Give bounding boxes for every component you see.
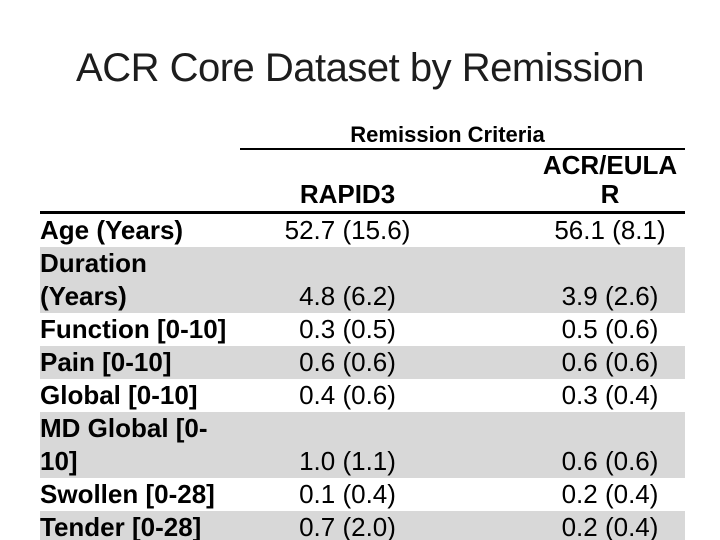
cell-acr-eular: 0.2 (0.4) [561,479,659,509]
cell-acr-eular: 0.2 (0.4) [440,511,685,540]
table-row: Function [0-10] 0.3 (0.5) 0.5 (0.6) [40,313,685,346]
row-label: Duration (Years) [40,247,240,313]
cell-rapid3: 0.3 (0.5) [299,314,396,344]
row-label-header [40,149,240,214]
cell-rapid3: 52.7 (15.6) [284,215,411,245]
remission-table: Remission Criteria RAPID3 ACR/EULAR Age … [40,122,685,540]
column-header-acr-eular: ACR/EULAR [440,149,685,214]
column-header-row: RAPID3 ACR/EULAR [40,149,685,214]
cell-acr-eular: 0.6 (0.6) [440,412,685,478]
cell-rapid3: 0.7 (2.0) [240,511,440,540]
row-label: Tender [0-28] [40,511,240,540]
cell-rapid3: 0.1 (0.4) [299,479,396,509]
group-header-spacer [40,122,240,149]
row-label: Pain [0-10] [40,346,240,379]
table-row: Swollen [0-28] 0.1 (0.4) 0.2 (0.4) [40,478,685,511]
cell-acr-eular: 56.1 (8.1) [554,215,666,245]
column-header-rapid3: RAPID3 [240,149,440,214]
table-row: Global [0-10] 0.4 (0.6) 0.3 (0.4) [40,379,685,412]
row-label: Age (Years) [40,215,184,245]
cell-rapid3: 4.8 (6.2) [240,247,440,313]
table-row: Duration (Years) 4.8 (6.2) 3.9 (2.6) [40,247,685,313]
table-row: MD Global [0-10] 1.0 (1.1) 0.6 (0.6) [40,412,685,478]
table-row: Age (Years) 52.7 (15.6) 56.1 (8.1) [40,213,685,248]
cell-acr-eular: 0.3 (0.4) [561,380,659,410]
group-header-row: Remission Criteria [40,122,685,150]
cell-acr-eular: 3.9 (2.6) [440,247,685,313]
group-header: Remission Criteria [240,122,685,150]
cell-rapid3: 0.4 (0.6) [299,380,396,410]
table-row: Tender [0-28] 0.7 (2.0) 0.2 (0.4) [40,511,685,540]
cell-rapid3: 1.0 (1.1) [240,412,440,478]
cell-rapid3: 0.6 (0.6) [240,346,440,379]
table-row: Pain [0-10] 0.6 (0.6) 0.6 (0.6) [40,346,685,379]
cell-acr-eular: 0.6 (0.6) [440,346,685,379]
row-label: Function [0-10] [40,314,227,344]
row-label: Global [0-10] [40,380,198,410]
cell-acr-eular: 0.5 (0.6) [561,314,659,344]
table-body: Age (Years) 52.7 (15.6) 56.1 (8.1) Durat… [40,213,685,540]
row-label: MD Global [0-10] [40,412,240,478]
slide-title: ACR Core Dataset by Remission [76,46,644,90]
row-label: Swollen [0-28] [40,479,215,509]
